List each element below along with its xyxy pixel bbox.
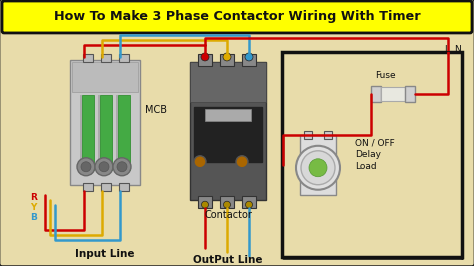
Text: How To Make 3 Phase Contactor Wiring With Timer: How To Make 3 Phase Contactor Wiring Wit… [54, 10, 420, 23]
Text: Y: Y [31, 203, 37, 212]
Text: ON / OFF
Delay
Load: ON / OFF Delay Load [355, 139, 395, 171]
Bar [101, 183, 111, 191]
Bar [100, 95, 112, 170]
Bar [72, 62, 138, 92]
Circle shape [296, 146, 340, 190]
Bar [198, 196, 212, 208]
Bar [101, 54, 111, 62]
Bar [198, 54, 212, 66]
Bar [119, 183, 129, 191]
Circle shape [194, 156, 206, 168]
Bar [220, 196, 234, 208]
Circle shape [99, 162, 109, 172]
Circle shape [201, 201, 209, 208]
Circle shape [113, 158, 131, 176]
Bar [98, 95, 100, 170]
Circle shape [224, 201, 230, 208]
Bar [205, 109, 251, 121]
Bar [220, 54, 234, 66]
Bar [405, 86, 415, 102]
Bar [83, 54, 93, 62]
Circle shape [236, 156, 248, 168]
Text: L: L [445, 45, 449, 55]
Circle shape [246, 201, 253, 208]
Bar [80, 95, 82, 170]
Bar [119, 54, 129, 62]
Bar [242, 196, 256, 208]
Bar [70, 60, 140, 185]
Bar [371, 86, 381, 102]
Bar [190, 62, 266, 200]
Text: MCB: MCB [145, 105, 167, 115]
Circle shape [117, 162, 127, 172]
Circle shape [223, 53, 231, 61]
Text: N: N [455, 45, 461, 55]
Bar [242, 54, 256, 66]
Text: R: R [30, 193, 37, 202]
Bar [282, 52, 462, 257]
FancyBboxPatch shape [2, 1, 472, 33]
Bar [116, 95, 118, 170]
Bar [304, 131, 312, 139]
Text: Input Line: Input Line [75, 249, 135, 259]
Bar [190, 62, 266, 102]
Bar [194, 107, 262, 162]
Circle shape [95, 158, 113, 176]
Text: Fuse: Fuse [374, 71, 395, 80]
Text: OutPut Line: OutPut Line [193, 255, 263, 265]
Text: Contactor: Contactor [204, 210, 252, 220]
Circle shape [245, 53, 253, 61]
Circle shape [81, 162, 91, 172]
Text: B: B [30, 213, 37, 222]
Bar [118, 95, 130, 170]
Circle shape [201, 53, 209, 61]
Bar [324, 131, 332, 139]
Bar [82, 95, 94, 170]
Bar [300, 135, 336, 195]
Circle shape [301, 151, 335, 185]
Bar [83, 183, 93, 191]
Bar [381, 87, 405, 101]
Circle shape [309, 159, 327, 177]
Circle shape [77, 158, 95, 176]
